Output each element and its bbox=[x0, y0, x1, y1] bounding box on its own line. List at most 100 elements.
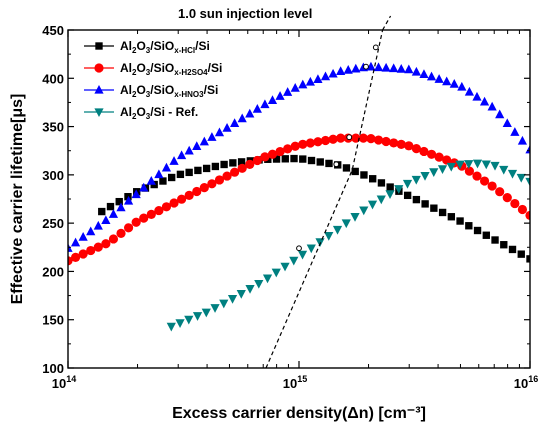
data-point bbox=[307, 156, 316, 165]
data-point bbox=[272, 155, 281, 163]
data-point bbox=[146, 209, 156, 219]
data-point bbox=[455, 160, 465, 170]
data-point bbox=[280, 262, 290, 272]
data-point bbox=[236, 289, 246, 299]
y-tick-label: 250 bbox=[42, 216, 64, 231]
data-point bbox=[373, 135, 384, 145]
data-point bbox=[510, 198, 520, 209]
y-tick-label: 450 bbox=[42, 23, 64, 38]
data-point bbox=[184, 315, 194, 325]
data-point bbox=[214, 175, 225, 185]
data-point bbox=[154, 169, 164, 179]
injection-level-marker bbox=[372, 44, 379, 51]
data-point bbox=[298, 79, 308, 89]
data-point bbox=[237, 113, 247, 123]
data-point bbox=[369, 175, 377, 183]
data-point bbox=[108, 209, 119, 218]
data-point bbox=[139, 182, 149, 192]
data-point bbox=[412, 195, 421, 204]
plot-frame bbox=[67, 29, 531, 369]
data-point bbox=[184, 145, 194, 155]
data-point bbox=[201, 308, 211, 318]
y-axis-label: Effective carrier lifetime[μs] bbox=[9, 94, 26, 305]
data-point bbox=[116, 202, 126, 212]
data-point bbox=[237, 163, 247, 173]
legend-marker bbox=[94, 84, 104, 94]
data-point bbox=[525, 210, 530, 221]
data-point bbox=[207, 132, 217, 141]
data-point bbox=[290, 82, 300, 92]
legend: Al2O3/SiOx-HCl/Si Al2O3/SiOx-H2SO4/Si Al2O… bbox=[84, 39, 222, 121]
data-point bbox=[275, 146, 285, 157]
data-point bbox=[324, 232, 334, 241]
data-point bbox=[516, 173, 526, 183]
data-point bbox=[328, 68, 338, 78]
data-point bbox=[262, 274, 273, 284]
data-point bbox=[359, 206, 369, 216]
data-point bbox=[386, 183, 394, 191]
data-point bbox=[525, 177, 530, 187]
data-point bbox=[411, 66, 421, 76]
data-point bbox=[442, 76, 452, 86]
data-point bbox=[175, 319, 185, 328]
data-point bbox=[464, 166, 475, 176]
data-point bbox=[299, 155, 307, 163]
data-point bbox=[490, 161, 500, 171]
data-point bbox=[482, 231, 490, 239]
data-point bbox=[517, 135, 528, 145]
data-point bbox=[161, 162, 172, 172]
injection-level-line-tail bbox=[382, 15, 392, 31]
data-point bbox=[78, 249, 88, 259]
data-point bbox=[325, 159, 333, 168]
data-point bbox=[313, 74, 323, 83]
data-point bbox=[101, 215, 111, 225]
data-point bbox=[487, 101, 497, 111]
data-point bbox=[481, 160, 491, 170]
series-4 bbox=[166, 159, 530, 332]
data-point bbox=[429, 168, 439, 177]
data-point bbox=[139, 213, 149, 223]
data-point bbox=[446, 162, 456, 172]
data-point bbox=[115, 197, 123, 206]
data-point bbox=[185, 168, 193, 177]
legend-marker bbox=[94, 108, 104, 118]
data-point bbox=[260, 99, 270, 109]
data-point bbox=[437, 165, 448, 174]
data-point bbox=[434, 152, 444, 162]
legend-marker bbox=[94, 63, 104, 73]
data-point bbox=[430, 204, 438, 212]
data-point bbox=[472, 91, 482, 101]
data-point bbox=[517, 250, 525, 258]
x-tick-label: 1015 bbox=[283, 374, 307, 391]
injection-level-marker bbox=[296, 245, 302, 252]
data-point bbox=[402, 179, 413, 189]
data-point bbox=[449, 78, 459, 88]
annotation-group: 1.0 sun injection level bbox=[178, 6, 392, 369]
data-point bbox=[177, 194, 187, 204]
data-point bbox=[70, 237, 81, 247]
data-point bbox=[342, 164, 351, 172]
data-point bbox=[98, 207, 106, 216]
injection-level-label: 1.0 sun injection level bbox=[178, 6, 312, 21]
data-point bbox=[230, 167, 240, 177]
y-tick-label: 400 bbox=[42, 71, 64, 86]
data-point bbox=[366, 134, 376, 144]
y-tick-label: 300 bbox=[42, 168, 64, 183]
data-point bbox=[229, 159, 237, 167]
data-point bbox=[245, 108, 255, 118]
data-point bbox=[146, 176, 156, 185]
data-point bbox=[328, 134, 338, 144]
data-point bbox=[502, 118, 512, 128]
data-point bbox=[166, 322, 176, 332]
legend-label: Al2O3/SiOx-HCl/Si bbox=[120, 39, 210, 55]
data-point bbox=[207, 179, 217, 189]
data-point bbox=[245, 159, 255, 169]
data-point bbox=[86, 226, 96, 236]
data-point bbox=[194, 166, 202, 175]
data-point bbox=[495, 187, 505, 197]
data-point bbox=[510, 127, 520, 136]
data-point bbox=[381, 62, 391, 72]
data-point bbox=[199, 136, 209, 146]
data-point bbox=[305, 138, 315, 148]
data-point bbox=[131, 189, 141, 199]
